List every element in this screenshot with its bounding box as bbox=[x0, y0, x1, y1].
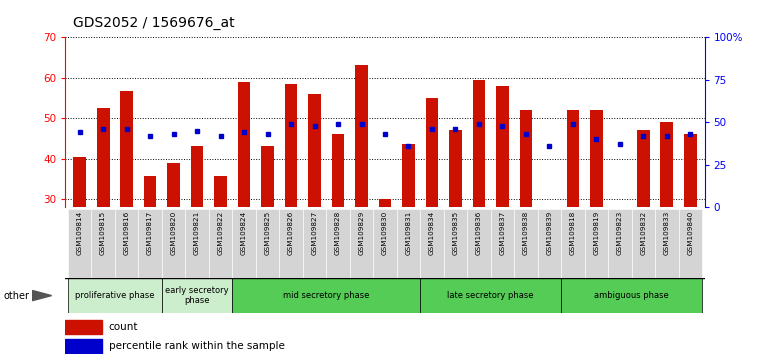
Bar bbox=[233, 278, 420, 313]
Bar bbox=[96, 108, 109, 207]
Bar bbox=[490, 209, 514, 278]
Text: late secretory phase: late secretory phase bbox=[447, 291, 534, 300]
Bar bbox=[561, 209, 584, 278]
Bar bbox=[68, 278, 162, 313]
Text: GSM109836: GSM109836 bbox=[476, 211, 482, 255]
Text: GSM109832: GSM109832 bbox=[641, 211, 647, 255]
Bar bbox=[397, 209, 420, 278]
Text: GSM109815: GSM109815 bbox=[100, 211, 106, 255]
Bar bbox=[326, 209, 350, 278]
Bar bbox=[65, 339, 102, 354]
Polygon shape bbox=[32, 291, 52, 301]
Bar bbox=[426, 98, 438, 207]
Bar bbox=[444, 209, 467, 278]
Bar bbox=[162, 209, 186, 278]
Bar bbox=[420, 209, 444, 278]
Text: GSM109819: GSM109819 bbox=[594, 211, 600, 255]
Text: GSM109829: GSM109829 bbox=[359, 211, 364, 255]
Bar bbox=[678, 209, 702, 278]
Text: GSM109821: GSM109821 bbox=[194, 211, 200, 255]
Text: GSM109817: GSM109817 bbox=[147, 211, 153, 255]
Text: GSM109825: GSM109825 bbox=[265, 211, 270, 255]
Bar bbox=[280, 209, 303, 278]
Text: GSM109827: GSM109827 bbox=[312, 211, 317, 255]
Bar bbox=[420, 278, 561, 313]
Bar bbox=[256, 209, 280, 278]
Bar bbox=[584, 209, 608, 278]
Bar bbox=[561, 278, 702, 313]
Bar bbox=[92, 209, 115, 278]
Bar bbox=[379, 199, 391, 207]
Bar bbox=[655, 209, 678, 278]
Text: GSM109830: GSM109830 bbox=[382, 211, 388, 255]
Bar bbox=[514, 209, 537, 278]
Text: GSM109835: GSM109835 bbox=[453, 211, 458, 255]
Bar bbox=[73, 157, 86, 207]
Text: proliferative phase: proliferative phase bbox=[75, 291, 155, 300]
Bar bbox=[190, 147, 203, 207]
Text: GSM109833: GSM109833 bbox=[664, 211, 670, 255]
Bar bbox=[308, 94, 321, 207]
Bar bbox=[590, 110, 603, 207]
Text: GSM109823: GSM109823 bbox=[617, 211, 623, 255]
Bar bbox=[637, 130, 650, 207]
Bar bbox=[520, 110, 532, 207]
Text: mid secretory phase: mid secretory phase bbox=[283, 291, 370, 300]
Bar bbox=[68, 209, 92, 278]
Bar bbox=[449, 130, 462, 207]
Bar bbox=[162, 278, 233, 313]
Bar bbox=[350, 209, 373, 278]
Text: count: count bbox=[109, 322, 138, 332]
Text: GSM109839: GSM109839 bbox=[547, 211, 552, 255]
Bar bbox=[167, 162, 180, 207]
Bar bbox=[139, 209, 162, 278]
Text: early secretory
phase: early secretory phase bbox=[166, 286, 229, 305]
Bar bbox=[261, 147, 274, 207]
Bar bbox=[373, 209, 397, 278]
Text: GSM109826: GSM109826 bbox=[288, 211, 294, 255]
Bar bbox=[402, 144, 415, 207]
Bar bbox=[186, 209, 209, 278]
Text: GSM109831: GSM109831 bbox=[406, 211, 411, 255]
Text: GSM109837: GSM109837 bbox=[500, 211, 505, 255]
Bar bbox=[303, 209, 326, 278]
Text: GSM109820: GSM109820 bbox=[170, 211, 176, 255]
Bar bbox=[608, 209, 631, 278]
Bar bbox=[614, 207, 627, 215]
Text: GDS2052 / 1569676_at: GDS2052 / 1569676_at bbox=[73, 16, 235, 30]
Bar bbox=[143, 176, 156, 207]
Bar bbox=[543, 207, 556, 211]
Bar bbox=[238, 82, 250, 207]
Text: GSM109814: GSM109814 bbox=[76, 211, 82, 255]
Text: GSM109824: GSM109824 bbox=[241, 211, 247, 255]
Bar bbox=[355, 65, 368, 207]
Bar bbox=[496, 86, 509, 207]
Text: GSM109828: GSM109828 bbox=[335, 211, 341, 255]
Bar bbox=[332, 134, 344, 207]
Bar bbox=[631, 209, 655, 278]
Bar bbox=[120, 91, 133, 207]
Bar bbox=[684, 134, 697, 207]
Bar bbox=[537, 209, 561, 278]
Bar bbox=[567, 110, 580, 207]
Bar bbox=[209, 209, 233, 278]
Text: GSM109838: GSM109838 bbox=[523, 211, 529, 255]
Bar bbox=[285, 84, 297, 207]
Bar bbox=[661, 122, 674, 207]
Bar bbox=[233, 209, 256, 278]
Bar bbox=[214, 176, 227, 207]
Bar bbox=[473, 80, 485, 207]
Text: GSM109834: GSM109834 bbox=[429, 211, 435, 255]
Bar bbox=[115, 209, 139, 278]
Text: GSM109816: GSM109816 bbox=[123, 211, 129, 255]
Bar bbox=[65, 320, 102, 334]
Text: other: other bbox=[4, 291, 30, 301]
Text: GSM109818: GSM109818 bbox=[570, 211, 576, 255]
Text: percentile rank within the sample: percentile rank within the sample bbox=[109, 341, 284, 352]
Text: GSM109822: GSM109822 bbox=[218, 211, 223, 255]
Bar bbox=[467, 209, 490, 278]
Text: GSM109840: GSM109840 bbox=[688, 211, 694, 255]
Text: ambiguous phase: ambiguous phase bbox=[594, 291, 669, 300]
